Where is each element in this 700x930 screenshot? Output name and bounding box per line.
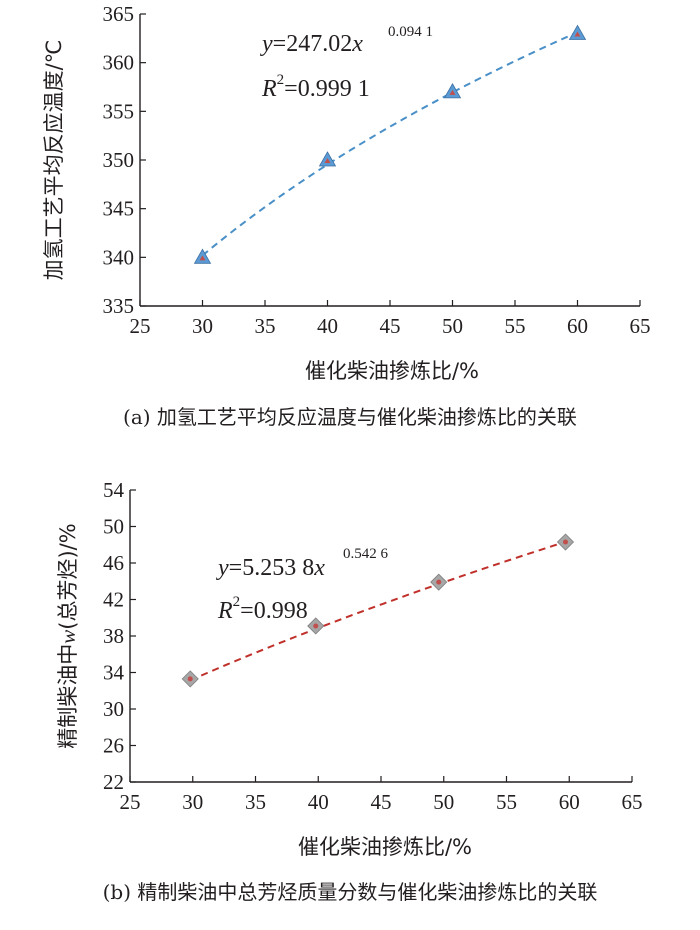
b-x-tick-label: 45 xyxy=(371,790,392,814)
a-x-tick-label: 35 xyxy=(255,314,276,338)
chart-a-axes xyxy=(139,14,640,307)
chart-a-r-squared: R2=0.999 1 xyxy=(261,72,370,102)
a-data-point xyxy=(193,248,212,264)
a-y-tick-label: 360 xyxy=(103,51,135,75)
a-x-tick-label: 65 xyxy=(630,314,651,338)
a-x-tick-label: 55 xyxy=(505,314,526,338)
a-data-point xyxy=(443,83,462,99)
chart-b-eq-xvar: x xyxy=(313,555,325,581)
chart-a-r-value: =0.999 1 xyxy=(284,76,370,102)
chart-b-y-label-prefix: 精制柴油中 xyxy=(56,644,80,749)
a-y-tick-label: 345 xyxy=(103,197,135,221)
chart-b-caption: (b) 精制柴油中总芳烃质量分数与催化柴油掺炼比的关联 xyxy=(103,880,598,904)
b-y-tick-label: 30 xyxy=(103,697,124,721)
b-y-tick-label: 34 xyxy=(103,661,125,685)
chart-a-y-ticks: 335 340 345 350 355 360 365 xyxy=(103,2,146,318)
b-data-point xyxy=(307,617,325,635)
chart-a-eq-exponent: 0.094 1 xyxy=(388,24,433,40)
chart-a-x-label: 催化柴油掺炼比/% xyxy=(305,359,479,383)
a-y-tick-label: 350 xyxy=(103,148,135,172)
chart-b-r-value: =0.998 xyxy=(240,598,308,624)
chart-b-data-points xyxy=(181,533,575,688)
b-x-tick-label: 25 xyxy=(120,790,141,814)
a-x-tick-label: 30 xyxy=(192,314,213,338)
chart-a-data-points xyxy=(193,24,587,264)
chart-a-eq-xvar: x xyxy=(351,31,363,57)
chart-b-axes xyxy=(129,490,632,783)
b-x-tick-label: 60 xyxy=(559,790,580,814)
b-y-tick-label: 38 xyxy=(103,624,124,648)
b-y-tick-label: 42 xyxy=(103,588,124,612)
chart-b-eq-mid: =5.253 8 xyxy=(229,555,315,581)
chart-a: 25 30 35 40 45 50 55 60 65 335 340 345 350 355 360 365… xyxy=(42,2,651,429)
b-x-tick-label: 65 xyxy=(622,790,643,814)
chart-a-r-var: R xyxy=(261,76,277,102)
chart-a-eq-mid: =247.02 xyxy=(273,31,353,57)
b-y-tick-label: 22 xyxy=(103,770,124,794)
b-x-tick-label: 30 xyxy=(182,790,203,814)
chart-a-eq-yvar: y xyxy=(260,31,273,57)
chart-b-x-label: 催化柴油掺炼比/% xyxy=(298,835,472,859)
b-data-point xyxy=(556,533,575,551)
chart-b-r-squared: R2=0.998 xyxy=(217,594,308,624)
b-y-tick-label: 46 xyxy=(103,551,124,575)
chart-a-r-sup: 2 xyxy=(277,72,285,88)
chart-a-y-label: 加氢工艺平均反应温度/℃ xyxy=(42,40,66,281)
a-x-tick-label: 40 xyxy=(317,314,338,338)
chart-b-equation: y=5.253 8x xyxy=(216,555,325,581)
chart-b-eq-yvar: y xyxy=(216,555,229,581)
b-x-tick-label: 50 xyxy=(433,790,454,814)
a-x-tick-label: 25 xyxy=(130,314,151,338)
a-x-tick-label: 60 xyxy=(567,314,588,338)
chart-b-x-ticks: 25 30 35 40 45 50 55 60 65 xyxy=(120,776,643,814)
b-data-point xyxy=(430,573,448,591)
b-y-tick-label: 50 xyxy=(103,515,124,539)
a-y-tick-label: 365 xyxy=(103,2,135,26)
chart-a-fit-curve xyxy=(201,31,578,257)
a-data-point xyxy=(568,24,587,40)
chart-b-y-label: 精制柴油中w(总芳烃)/% xyxy=(56,523,80,748)
a-y-tick-label: 355 xyxy=(103,99,135,123)
chart-b-y-ticks: 22 26 30 34 38 42 46 50 54 xyxy=(103,478,136,794)
b-x-tick-label: 55 xyxy=(496,790,517,814)
a-x-tick-label: 50 xyxy=(442,314,463,338)
chart-a-caption: (a) 加氢工艺平均反应温度与催化柴油掺炼比的关联 xyxy=(123,405,577,429)
b-data-point xyxy=(181,670,199,688)
chart-b-eq-exponent: 0.542 6 xyxy=(343,546,389,562)
a-data-point xyxy=(318,151,337,167)
chart-b-y-label-var: w xyxy=(56,630,80,644)
chart-b-r-sup: 2 xyxy=(233,594,241,610)
chart-a-equation: y=247.02x xyxy=(260,31,363,57)
a-y-tick-label: 340 xyxy=(103,245,135,269)
b-y-tick-label: 54 xyxy=(103,478,125,502)
a-x-tick-label: 45 xyxy=(380,314,401,338)
b-x-tick-label: 35 xyxy=(245,790,266,814)
chart-b-y-label-suffix: (总芳烃)/% xyxy=(56,523,80,629)
a-y-tick-label: 335 xyxy=(103,294,135,318)
b-x-tick-label: 40 xyxy=(308,790,329,814)
b-y-tick-label: 26 xyxy=(103,734,124,758)
chart-a-x-ticks: 25 30 35 40 45 50 55 60 65 xyxy=(130,300,651,338)
chart-b-r-var: R xyxy=(217,598,233,624)
